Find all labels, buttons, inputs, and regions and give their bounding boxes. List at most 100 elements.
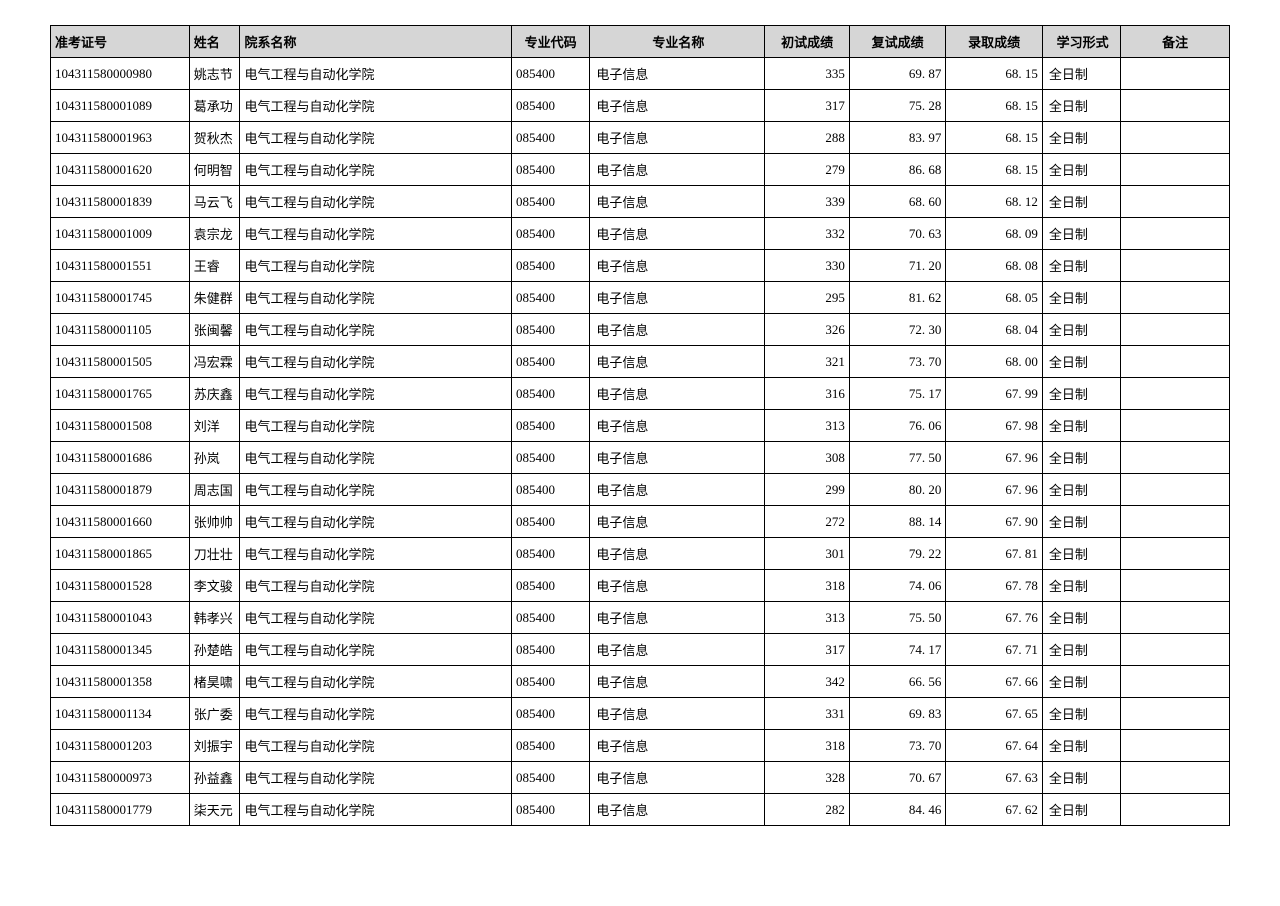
table-cell: 77. 50 <box>849 442 946 474</box>
table-cell: 全日制 <box>1042 442 1120 474</box>
table-cell <box>1121 218 1230 250</box>
table-cell: 刀壮壮 <box>189 538 240 570</box>
table-cell: 68. 15 <box>946 90 1043 122</box>
table-cell: 姚志节 <box>189 58 240 90</box>
table-cell <box>1121 602 1230 634</box>
table-cell: 68. 08 <box>946 250 1043 282</box>
table-cell: 308 <box>765 442 849 474</box>
table-cell: 电子信息 <box>590 378 765 410</box>
table-cell: 电气工程与自动化学院 <box>240 122 512 154</box>
table-cell: 104311580001508 <box>51 410 190 442</box>
table-cell: 张帅帅 <box>189 506 240 538</box>
table-cell: 电气工程与自动化学院 <box>240 250 512 282</box>
table-cell: 电气工程与自动化学院 <box>240 474 512 506</box>
table-cell: 76. 06 <box>849 410 946 442</box>
table-cell: 全日制 <box>1042 538 1120 570</box>
table-cell: 085400 <box>511 218 589 250</box>
table-cell: 316 <box>765 378 849 410</box>
table-cell: 84. 46 <box>849 794 946 826</box>
table-cell: 332 <box>765 218 849 250</box>
table-cell: 全日制 <box>1042 346 1120 378</box>
column-header: 院系名称 <box>240 26 512 58</box>
table-cell: 104311580001551 <box>51 250 190 282</box>
table-cell: 335 <box>765 58 849 90</box>
table-cell: 电子信息 <box>590 666 765 698</box>
table-cell: 085400 <box>511 250 589 282</box>
table-cell: 全日制 <box>1042 698 1120 730</box>
table-cell: 全日制 <box>1042 282 1120 314</box>
table-cell: 104311580001105 <box>51 314 190 346</box>
table-row: 104311580001358楮昊啸电气工程与自动化学院085400电子信息34… <box>51 666 1230 698</box>
table-cell: 282 <box>765 794 849 826</box>
table-row: 104311580001865刀壮壮电气工程与自动化学院085400电子信息30… <box>51 538 1230 570</box>
table-row: 104311580001105张闽馨电气工程与自动化学院085400电子信息32… <box>51 314 1230 346</box>
table-cell: 电子信息 <box>590 794 765 826</box>
table-cell: 全日制 <box>1042 602 1120 634</box>
table-cell: 70. 67 <box>849 762 946 794</box>
table-cell <box>1121 634 1230 666</box>
column-header: 学习形式 <box>1042 26 1120 58</box>
table-cell: 67. 63 <box>946 762 1043 794</box>
table-cell: 全日制 <box>1042 218 1120 250</box>
table-cell: 电气工程与自动化学院 <box>240 346 512 378</box>
table-cell: 全日制 <box>1042 730 1120 762</box>
table-cell: 326 <box>765 314 849 346</box>
table-row: 104311580001686孙岚电气工程与自动化学院085400电子信息308… <box>51 442 1230 474</box>
table-cell: 电气工程与自动化学院 <box>240 698 512 730</box>
table-cell: 104311580001134 <box>51 698 190 730</box>
table-cell: 301 <box>765 538 849 570</box>
table-cell: 299 <box>765 474 849 506</box>
table-cell <box>1121 666 1230 698</box>
table-cell: 电子信息 <box>590 346 765 378</box>
table-cell: 339 <box>765 186 849 218</box>
table-cell: 104311580001839 <box>51 186 190 218</box>
table-cell: 电气工程与自动化学院 <box>240 794 512 826</box>
column-header: 专业名称 <box>590 26 765 58</box>
table-row: 104311580001089葛承功电气工程与自动化学院085400电子信息31… <box>51 90 1230 122</box>
table-cell: 68. 09 <box>946 218 1043 250</box>
table-cell: 104311580001345 <box>51 634 190 666</box>
table-cell: 刘振宇 <box>189 730 240 762</box>
table-cell: 74. 17 <box>849 634 946 666</box>
table-cell: 81. 62 <box>849 282 946 314</box>
table-cell: 全日制 <box>1042 410 1120 442</box>
table-cell <box>1121 346 1230 378</box>
table-cell: 苏庆鑫 <box>189 378 240 410</box>
table-cell: 电子信息 <box>590 634 765 666</box>
column-header: 备注 <box>1121 26 1230 58</box>
table-cell: 电子信息 <box>590 730 765 762</box>
table-cell: 68. 04 <box>946 314 1043 346</box>
table-cell: 104311580001686 <box>51 442 190 474</box>
table-row: 104311580001203刘振宇电气工程与自动化学院085400电子信息31… <box>51 730 1230 762</box>
table-cell: 279 <box>765 154 849 186</box>
table-cell: 104311580001765 <box>51 378 190 410</box>
table-cell: 104311580001879 <box>51 474 190 506</box>
table-cell: 085400 <box>511 794 589 826</box>
table-cell: 68. 12 <box>946 186 1043 218</box>
table-cell: 电气工程与自动化学院 <box>240 282 512 314</box>
table-cell: 74. 06 <box>849 570 946 602</box>
table-cell <box>1121 570 1230 602</box>
table-cell: 67. 65 <box>946 698 1043 730</box>
table-cell: 柒天元 <box>189 794 240 826</box>
table-row: 104311580001963贺秋杰电气工程与自动化学院085400电子信息28… <box>51 122 1230 154</box>
table-cell: 68. 60 <box>849 186 946 218</box>
table-cell: 68. 15 <box>946 154 1043 186</box>
table-cell: 67. 71 <box>946 634 1043 666</box>
table-cell: 全日制 <box>1042 90 1120 122</box>
table-cell: 104311580001745 <box>51 282 190 314</box>
table-cell <box>1121 250 1230 282</box>
table-row: 104311580001345孙楚皓电气工程与自动化学院085400电子信息31… <box>51 634 1230 666</box>
table-cell <box>1121 314 1230 346</box>
table-cell: 104311580001203 <box>51 730 190 762</box>
table-row: 104311580001505冯宏霖电气工程与自动化学院085400电子信息32… <box>51 346 1230 378</box>
table-cell: 电气工程与自动化学院 <box>240 666 512 698</box>
table-cell <box>1121 186 1230 218</box>
table-cell: 电气工程与自动化学院 <box>240 90 512 122</box>
table-cell: 全日制 <box>1042 122 1120 154</box>
table-cell: 72. 30 <box>849 314 946 346</box>
table-cell: 085400 <box>511 666 589 698</box>
table-cell: 80. 20 <box>849 474 946 506</box>
table-cell: 全日制 <box>1042 506 1120 538</box>
table-cell: 电子信息 <box>590 250 765 282</box>
